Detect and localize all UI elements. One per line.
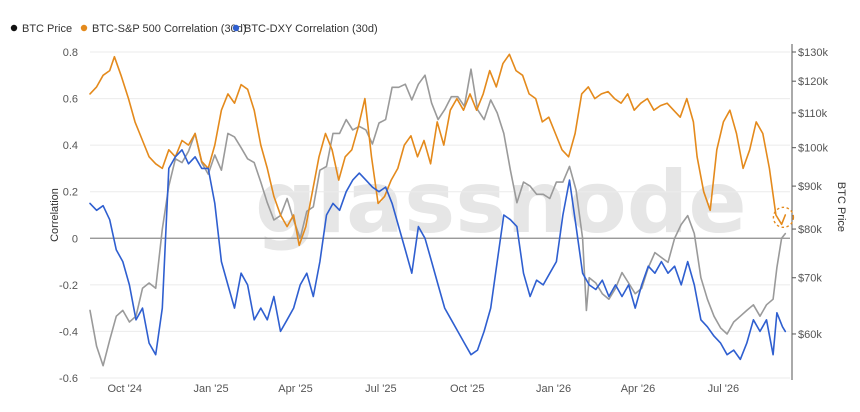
left-tick-label: 0 xyxy=(72,233,78,245)
series-line-btc-dxy-correlation-30d xyxy=(89,149,787,361)
x-axis-ticks: Oct '24 Jan '25 Apr '25 Jul '25 Oct '25 Jan '… xyxy=(107,383,739,395)
x-tick-label: Jul '25 xyxy=(365,383,396,395)
right-tick-label: $100k xyxy=(798,143,828,155)
legend-label-btc-dxy-correlation-30d: BTC-DXY Correlation (30d) xyxy=(244,23,378,35)
right-tick-label: $60k xyxy=(798,329,822,341)
right-axis-ticks: $130k $120k $110k $100k $90k $80k $70k $60k xyxy=(791,44,828,380)
series-line-btc-s-p-500-correlation-30d xyxy=(89,53,787,247)
left-tick-label: -0.6 xyxy=(59,373,78,385)
legend-label-btc-price: BTC Price xyxy=(22,23,72,35)
x-tick-label: Oct '25 xyxy=(450,383,485,395)
x-tick-label: Apr '25 xyxy=(278,383,313,395)
legend-dot-btc-dxy-correlation-30d xyxy=(232,24,240,32)
right-tick-label: $130k xyxy=(798,47,828,59)
left-tick-label: 0.4 xyxy=(63,140,78,152)
x-tick-label: Oct '24 xyxy=(107,383,142,395)
x-tick-label: Jan '25 xyxy=(193,383,228,395)
left-tick-label: 0.2 xyxy=(63,187,78,199)
left-axis-title: Correlation xyxy=(49,188,61,242)
legend: BTC Price BTC-S&P 500 Correlation (30d)BT… xyxy=(10,23,378,35)
right-tick-label: $90k xyxy=(798,181,822,193)
legend-dot-btc-s-p-500-correlation-30d xyxy=(80,24,88,32)
left-tick-label: 0.6 xyxy=(63,94,78,106)
x-tick-label: Jul '26 xyxy=(708,383,739,395)
right-tick-label: $120k xyxy=(798,76,828,88)
right-tick-label: $80k xyxy=(798,224,822,236)
right-tick-label: $110k xyxy=(798,108,828,120)
left-tick-label: 0.8 xyxy=(63,47,78,59)
highlight-circle xyxy=(772,206,795,229)
series xyxy=(89,53,795,367)
series-line-btc-price xyxy=(89,68,787,367)
right-tick-label: $70k xyxy=(798,273,822,285)
left-tick-label: -0.2 xyxy=(59,280,78,292)
x-tick-label: Jan '26 xyxy=(536,383,571,395)
left-tick-label: -0.4 xyxy=(59,326,78,338)
gridlines xyxy=(90,51,790,379)
x-tick-label: Apr '26 xyxy=(621,383,656,395)
left-axis-ticks: 0.8 0.6 0.4 0.2 0 -0.2 -0.4 -0.6 xyxy=(59,47,78,385)
legend-dot-btc-price xyxy=(10,24,18,32)
legend-label-btc-s-p-500-correlation-30d: BTC-S&P 500 Correlation (30d) xyxy=(92,23,246,35)
right-axis-title: BTC Price xyxy=(835,182,847,232)
